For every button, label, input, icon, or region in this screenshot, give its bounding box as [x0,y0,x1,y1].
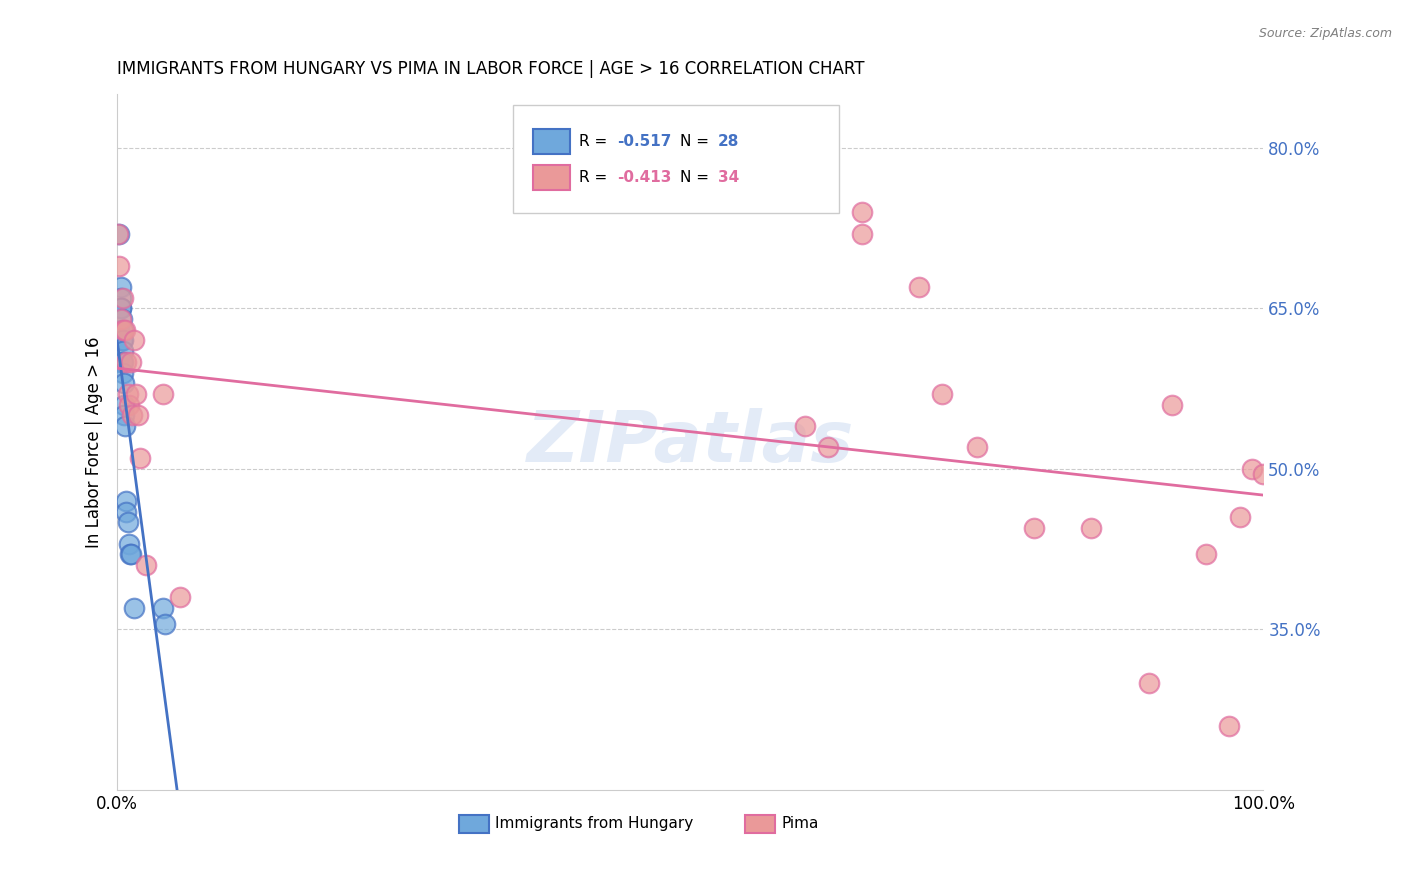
Point [1160,398,1182,412]
Point [112,398,135,412]
Point [124,387,146,401]
Text: Immigrants from Hungary: Immigrants from Hungary [495,816,693,831]
FancyBboxPatch shape [533,165,569,190]
Point [111,366,134,380]
Point [114,419,136,434]
Point [118,537,141,551]
Point [851,227,873,241]
Point [155,617,177,632]
Point [112,376,135,391]
Point [108,227,131,241]
Point [110,301,132,316]
Point [111,334,134,348]
Point [966,441,988,455]
FancyBboxPatch shape [513,105,839,212]
Point [117,516,139,530]
Point [115,355,138,369]
FancyBboxPatch shape [533,128,569,153]
Point [117,387,139,401]
Point [169,591,191,605]
Point [851,205,873,219]
Point [111,323,134,337]
Point [127,409,149,423]
Text: 28: 28 [718,134,740,149]
Point [108,259,131,273]
Point [118,398,141,412]
Text: R =: R = [579,170,612,186]
Text: R =: R = [579,134,612,149]
Point [121,409,143,423]
Point [1218,718,1240,732]
Point [124,334,146,348]
Point [793,419,815,434]
Point [110,291,132,305]
Point [111,312,134,326]
Point [908,280,931,294]
Text: Source: ZipAtlas.com: Source: ZipAtlas.com [1258,27,1392,40]
Text: Pima: Pima [782,816,820,831]
FancyBboxPatch shape [458,815,488,833]
Point [111,355,134,369]
Point [111,291,134,305]
Point [931,387,953,401]
Point [111,355,134,369]
Point [115,494,138,508]
Text: IMMIGRANTS FROM HUNGARY VS PIMA IN LABOR FORCE | AGE > 16 CORRELATION CHART: IMMIGRANTS FROM HUNGARY VS PIMA IN LABOR… [117,60,865,78]
Point [112,409,135,423]
Text: 34: 34 [718,170,740,186]
Point [1080,521,1102,535]
Point [152,601,174,615]
Point [1137,676,1160,690]
Point [120,355,142,369]
Point [120,548,142,562]
Point [124,601,146,615]
FancyBboxPatch shape [745,815,775,833]
Text: ZIPatlas: ZIPatlas [527,408,853,476]
Text: -0.413: -0.413 [617,170,671,186]
Point [118,548,141,562]
Text: N =: N = [681,170,714,186]
Point [110,312,132,326]
Point [129,451,152,466]
Point [108,323,131,337]
Point [111,334,134,348]
Point [1240,462,1263,476]
Point [107,355,129,369]
Point [107,227,129,241]
Point [152,387,174,401]
Y-axis label: In Labor Force | Age > 16: In Labor Force | Age > 16 [86,336,103,548]
Point [817,441,839,455]
Point [1229,510,1251,524]
Point [1253,467,1275,482]
Text: N =: N = [681,134,714,149]
Point [135,558,157,573]
Text: -0.517: -0.517 [617,134,671,149]
Point [111,323,134,337]
Point [110,280,132,294]
Point [1195,548,1218,562]
Point [111,344,134,359]
Point [114,323,136,337]
Point [110,301,132,316]
Point [1022,521,1045,535]
Point [115,505,138,519]
